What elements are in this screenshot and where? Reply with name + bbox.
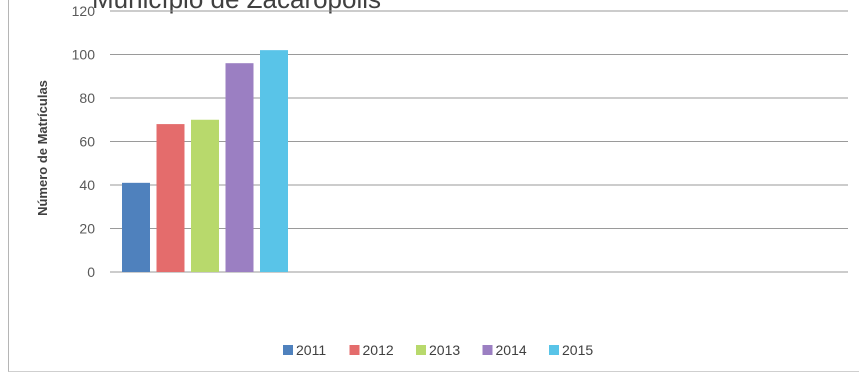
y-tick-label: 40 [79,177,95,193]
y-tick-label: 120 [72,3,96,19]
legend-label: 2011 [296,342,326,358]
y-tick-label: 20 [79,221,95,237]
legend-swatch [283,345,293,355]
legend-label: 2013 [429,342,460,358]
bar-2014 [225,63,254,273]
legend-swatch [349,345,360,355]
legend-label: 2014 [496,342,527,358]
legend-label: 2012 [363,342,394,358]
y-tick-labels: 0 20 40 60 80 100 120 [72,3,96,280]
bar-2011 [122,182,150,272]
y-tick-label: 100 [72,47,96,63]
bar-2013 [191,119,219,272]
legend-item-2011: 2011 [283,342,326,358]
chart-title: Município de Zacarópolis [92,0,381,14]
y-tick-label: 0 [87,264,95,280]
gridlines [110,10,848,273]
y-axis-title: Número de Matrículas [35,80,50,216]
legend-item-2012: 2012 [349,342,394,358]
legend-item-2015: 2015 [549,342,593,358]
legend: 2011 2012 2013 2014 2015 [283,342,593,358]
chart-frame [8,0,859,372]
y-tick-label: 60 [79,134,95,150]
bars [122,50,288,273]
legend-swatch [549,345,559,355]
legend-item-2014: 2014 [482,342,527,358]
bar-2015 [260,50,288,273]
legend-swatch [416,345,426,355]
bar-2012 [156,124,185,272]
y-tick-label: 80 [79,90,95,106]
legend-swatch [482,345,493,355]
legend-item-2013: 2013 [416,342,460,358]
legend-label: 2015 [562,342,593,358]
